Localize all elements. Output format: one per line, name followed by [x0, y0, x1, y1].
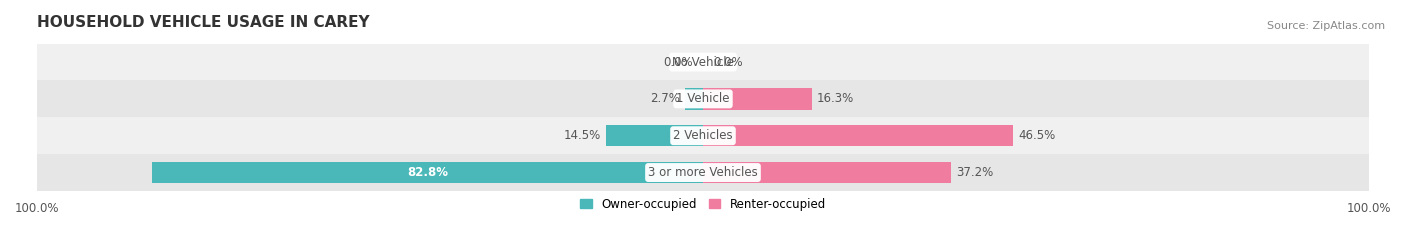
- Text: Source: ZipAtlas.com: Source: ZipAtlas.com: [1267, 21, 1385, 31]
- Legend: Owner-occupied, Renter-occupied: Owner-occupied, Renter-occupied: [575, 193, 831, 216]
- Text: 0.0%: 0.0%: [664, 55, 693, 69]
- Bar: [606, 125, 703, 146]
- Text: 82.8%: 82.8%: [406, 166, 449, 179]
- Bar: [37, 117, 1369, 154]
- Text: 14.5%: 14.5%: [564, 129, 602, 142]
- Text: 2 Vehicles: 2 Vehicles: [673, 129, 733, 142]
- Bar: [37, 44, 1369, 80]
- Text: 46.5%: 46.5%: [1018, 129, 1054, 142]
- Text: 0.0%: 0.0%: [713, 55, 742, 69]
- Bar: [37, 154, 1369, 191]
- Bar: [152, 162, 703, 183]
- Bar: [703, 88, 811, 110]
- Text: 1 Vehicle: 1 Vehicle: [676, 92, 730, 105]
- Bar: [37, 80, 1369, 117]
- Text: 16.3%: 16.3%: [817, 92, 853, 105]
- Text: No Vehicle: No Vehicle: [672, 55, 734, 69]
- Bar: [685, 88, 703, 110]
- Text: 2.7%: 2.7%: [650, 92, 679, 105]
- Text: 3 or more Vehicles: 3 or more Vehicles: [648, 166, 758, 179]
- Bar: [703, 125, 1012, 146]
- Text: 37.2%: 37.2%: [956, 166, 993, 179]
- Bar: [703, 162, 950, 183]
- Text: HOUSEHOLD VEHICLE USAGE IN CAREY: HOUSEHOLD VEHICLE USAGE IN CAREY: [37, 15, 370, 30]
